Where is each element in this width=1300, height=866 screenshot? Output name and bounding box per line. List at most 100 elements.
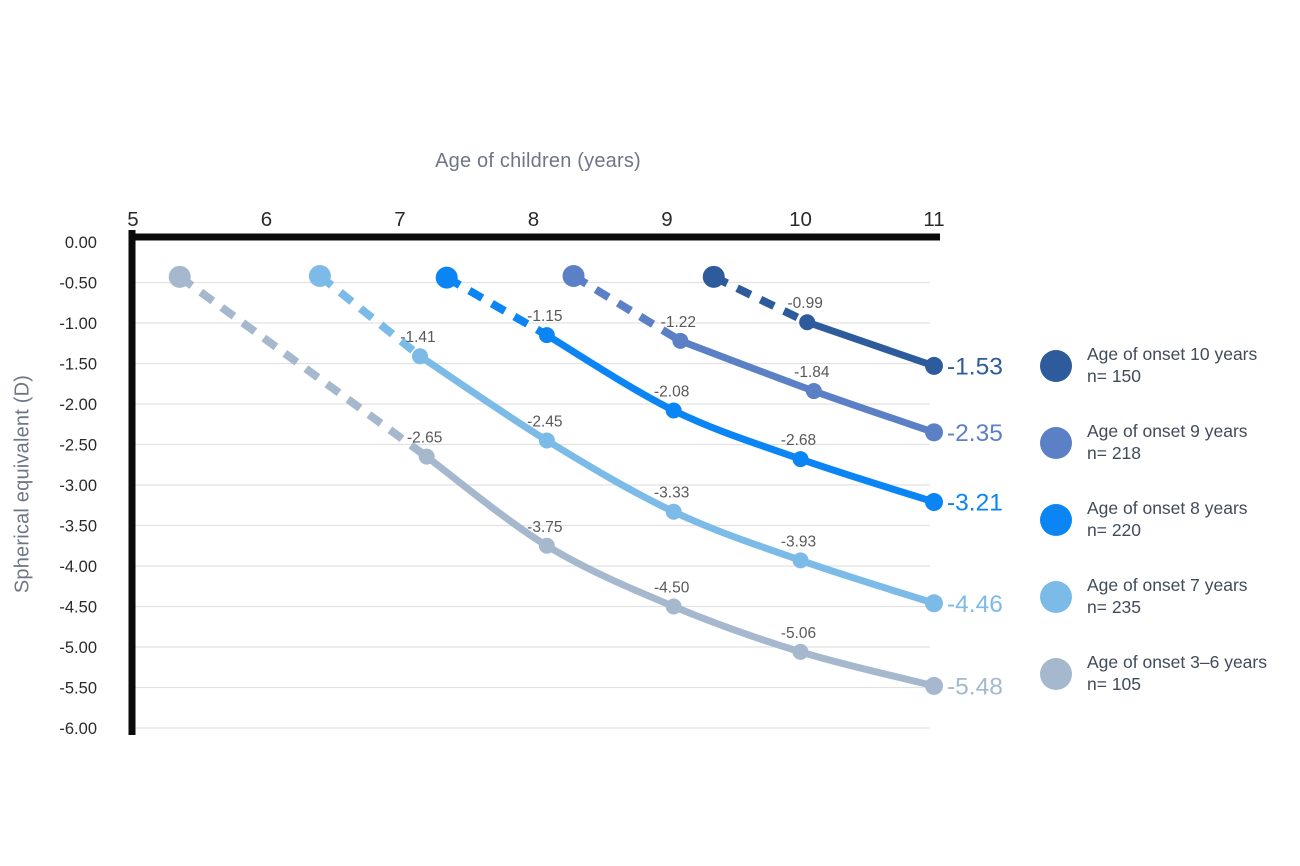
data-point bbox=[435, 266, 458, 289]
y-tick-label: -2.50 bbox=[59, 437, 97, 455]
y-tick-label: 0.00 bbox=[65, 234, 97, 252]
dashed-segment bbox=[571, 272, 683, 345]
data-point-label: -1.22 bbox=[661, 314, 696, 331]
data-point bbox=[805, 383, 822, 400]
dashed-segment bbox=[711, 273, 809, 326]
data-point-label: -0.99 bbox=[788, 295, 823, 312]
data-point-label: -1.15 bbox=[527, 308, 562, 325]
data-point bbox=[665, 402, 682, 419]
legend-label: Age of onset 7 years n= 235 bbox=[1087, 575, 1248, 618]
dashed-segment bbox=[317, 272, 423, 360]
data-point-label: -3.93 bbox=[781, 533, 816, 550]
data-point bbox=[538, 537, 555, 554]
data-point bbox=[308, 265, 331, 288]
data-point bbox=[665, 503, 682, 520]
legend-series-n: n= 105 bbox=[1087, 673, 1142, 694]
x-tick-labels: 5 6 7 8 9 10 11 bbox=[127, 208, 944, 231]
legend-label: Age of onset 10 years n= 150 bbox=[1087, 344, 1257, 387]
data-point-label: -3.75 bbox=[527, 519, 562, 536]
legend-label: Age of onset 8 years n= 220 bbox=[1087, 498, 1248, 541]
series-end-value: -2.35 bbox=[947, 420, 1003, 447]
data-point-label: -1.84 bbox=[794, 364, 830, 381]
dashed-segment bbox=[177, 273, 430, 460]
y-axis-line bbox=[128, 230, 136, 735]
legend-series-name: Age of onset 10 years bbox=[1087, 344, 1258, 365]
data-point bbox=[925, 493, 943, 512]
legend-swatch-icon bbox=[1040, 503, 1072, 536]
legend-swatch-icon bbox=[1040, 580, 1072, 613]
data-point-label: -5.06 bbox=[781, 625, 816, 642]
legend-series-n: n= 218 bbox=[1087, 442, 1142, 463]
y-tick-label: -3.00 bbox=[59, 477, 97, 495]
series-end-value: -4.46 bbox=[947, 591, 1003, 618]
data-point-label: -2.08 bbox=[654, 383, 689, 400]
x-tick-label: 8 bbox=[528, 208, 539, 231]
dashed-segment bbox=[444, 274, 549, 339]
data-point bbox=[792, 643, 809, 660]
legend-item-age-of-onset-7-years: Age of onset 7 years n= 235 bbox=[1040, 575, 1290, 618]
y-tick-label: -2.00 bbox=[59, 396, 97, 414]
data-point bbox=[168, 265, 191, 288]
legend-item-age-of-onset-9-years: Age of onset 9 years n= 218 bbox=[1040, 421, 1290, 464]
y-tick-label: -3.50 bbox=[59, 518, 97, 536]
legend-swatch-icon bbox=[1040, 657, 1072, 690]
x-axis-title: Age of children (years) bbox=[435, 150, 641, 172]
series-age-of-onset-10-years: -0.99 -1.53 bbox=[702, 265, 1003, 380]
legend-swatch-icon bbox=[1040, 349, 1072, 382]
series-age-of-onset-9-years: -1.22 -1.84 -2.35 bbox=[562, 265, 1003, 447]
series-end-value: -3.21 bbox=[947, 490, 1003, 517]
data-point-label: -2.45 bbox=[527, 413, 562, 430]
y-tick-labels: 0.00 -0.50 -1.00 -1.50 -2.00 -2.50 -3.00 -3.50 -… bbox=[59, 234, 97, 738]
data-point bbox=[792, 451, 809, 468]
series-end-value: -5.48 bbox=[947, 673, 1003, 700]
y-tick-label: -4.00 bbox=[59, 558, 97, 576]
data-point bbox=[562, 265, 585, 288]
data-point-label: -3.33 bbox=[654, 485, 689, 502]
legend-label: Age of onset 3–6 years n= 105 bbox=[1087, 652, 1267, 695]
legend-swatch-icon bbox=[1040, 426, 1072, 459]
data-point bbox=[792, 552, 809, 569]
series-age-of-onset-7-years: -1.41 -2.45 -3.33 -3.93 -4.46 bbox=[308, 265, 1003, 618]
data-point-label: -2.68 bbox=[781, 432, 816, 449]
legend-series-n: n= 150 bbox=[1087, 365, 1142, 386]
solid-segment bbox=[803, 318, 938, 370]
y-tick-label: -6.00 bbox=[59, 720, 97, 738]
legend-series-name: Age of onset 7 years bbox=[1087, 575, 1248, 596]
y-tick-label: -5.00 bbox=[59, 639, 97, 657]
data-point bbox=[672, 332, 689, 349]
x-axis-line bbox=[128, 233, 940, 241]
data-point bbox=[799, 314, 816, 331]
x-tick-label: 6 bbox=[261, 208, 272, 231]
x-tick-label: 11 bbox=[923, 208, 944, 231]
solid-segment bbox=[543, 331, 938, 506]
x-tick-label: 5 bbox=[127, 208, 138, 231]
data-point bbox=[925, 594, 943, 613]
x-tick-label: 9 bbox=[661, 208, 672, 231]
data-point bbox=[925, 423, 943, 442]
data-point bbox=[702, 265, 725, 288]
data-point bbox=[665, 598, 682, 615]
x-tick-label: 10 bbox=[789, 208, 812, 231]
gridlines bbox=[135, 281, 930, 729]
legend-item-age-of-onset-3-6-years: Age of onset 3–6 years n= 105 bbox=[1040, 652, 1290, 695]
legend-item-age-of-onset-8-years: Age of onset 8 years n= 220 bbox=[1040, 498, 1290, 541]
y-tick-label: -4.50 bbox=[59, 599, 97, 617]
data-point bbox=[538, 327, 555, 344]
y-tick-label: -1.00 bbox=[59, 315, 97, 333]
data-point-label: -2.65 bbox=[407, 430, 442, 447]
series-end-value: -1.53 bbox=[947, 353, 1003, 380]
legend-item-age-of-onset-10-years: Age of onset 10 years n= 150 bbox=[1040, 344, 1290, 387]
data-point bbox=[412, 348, 429, 365]
series-age-of-onset-3-6-years: -2.65 -3.75 -4.50 -5.06 -5.48 bbox=[168, 265, 1003, 700]
data-point bbox=[538, 432, 555, 449]
y-tick-label: -0.50 bbox=[59, 275, 97, 293]
y-tick-label: -1.50 bbox=[59, 356, 97, 374]
y-tick-label: -5.50 bbox=[59, 680, 97, 698]
legend-series-name: Age of onset 9 years bbox=[1087, 421, 1248, 442]
legend-series-name: Age of onset 3–6 years bbox=[1087, 652, 1267, 673]
data-point bbox=[925, 676, 943, 695]
series-age-of-onset-8-years: -1.15 -2.08 -2.68 -3.21 bbox=[435, 266, 1003, 517]
data-point bbox=[925, 356, 943, 375]
